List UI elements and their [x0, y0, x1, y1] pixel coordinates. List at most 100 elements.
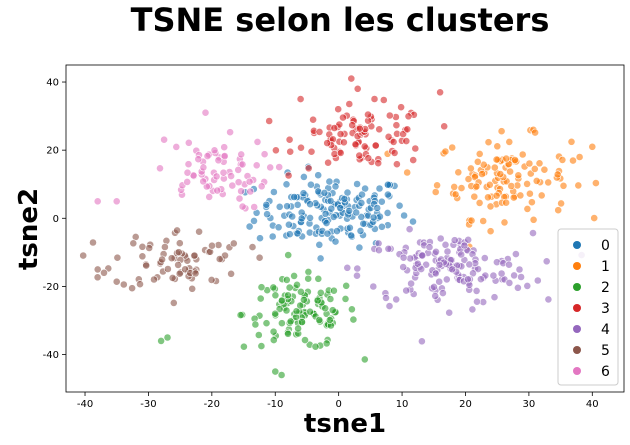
cluster-6-point [220, 143, 229, 152]
cluster-6-point [213, 186, 222, 195]
cluster-4-point [497, 269, 506, 278]
x-axis-label: tsne1 [304, 409, 386, 439]
cluster-2-point [299, 295, 308, 304]
cluster-1-point [500, 218, 509, 227]
cluster-3-point [286, 147, 295, 156]
cluster-2-point [311, 342, 320, 351]
cluster-6-point [160, 135, 168, 144]
cluster-1-point [592, 179, 600, 187]
legend-entry-label: 6 [601, 364, 610, 380]
cluster-2-point [296, 287, 305, 296]
cluster-0-point [322, 219, 331, 227]
cluster-0-point [340, 194, 349, 203]
cluster-1-point [473, 157, 482, 166]
cluster-5-point [208, 241, 216, 250]
cluster-1-point [553, 170, 562, 179]
cluster-6-point [227, 172, 235, 180]
cluster-0-point [343, 188, 352, 197]
cluster-1-point [497, 127, 506, 136]
cluster-2-point [251, 320, 260, 329]
cluster-4-point [514, 283, 522, 292]
cluster-1-point [502, 154, 511, 163]
cluster-4-point [435, 277, 444, 286]
cluster-3-point [371, 141, 380, 150]
y-axis-label: tsne2 [14, 188, 44, 270]
cluster-1-point [525, 159, 534, 168]
y-tick-label: 0 [53, 214, 59, 225]
cluster-2-point [285, 283, 294, 292]
cluster-2-point [313, 296, 322, 305]
cluster-1-point [506, 167, 514, 176]
cluster-3-point [307, 147, 316, 156]
cluster-4-point [476, 275, 485, 284]
cluster-1-point [528, 198, 536, 207]
cluster-4-point [385, 302, 394, 310]
cluster-5-point [138, 242, 147, 251]
cluster-5-point [215, 255, 224, 263]
cluster-0-point [336, 203, 344, 212]
cluster-3-point [360, 142, 369, 151]
cluster-0-point [357, 212, 366, 221]
cluster-0-point [347, 231, 356, 240]
cluster-1-point [492, 155, 501, 164]
cluster-3-point [390, 148, 399, 157]
cluster-6-point [253, 137, 262, 146]
cluster-0-point [345, 223, 354, 232]
cluster-2-point [271, 291, 280, 300]
cluster-3-point [271, 146, 280, 155]
cluster-2-point [322, 339, 331, 348]
cluster-1-point [467, 216, 476, 225]
cluster-1-point [486, 202, 495, 211]
cluster-1-point [507, 182, 516, 190]
cluster-1-point [441, 147, 450, 156]
cluster-1-point [575, 153, 584, 161]
cluster-0-point [323, 229, 332, 238]
cluster-4-point [402, 286, 411, 295]
cluster-4-point [382, 293, 390, 302]
cluster-3-point [284, 171, 293, 180]
cluster-1-point [431, 188, 440, 196]
cluster-0-point [327, 204, 336, 213]
cluster-0-point [263, 210, 271, 219]
cluster-5-point [113, 253, 122, 262]
cluster-1-point [532, 176, 541, 185]
cluster-0-point [245, 222, 254, 231]
cluster-0-point [275, 202, 284, 211]
cluster-0-point [352, 208, 361, 217]
cluster-4-point [384, 244, 393, 253]
cluster-6-point [194, 155, 203, 164]
cluster-6-point [237, 150, 246, 159]
cluster-6-point [245, 177, 254, 186]
cluster-1-point [523, 204, 532, 213]
cluster-3-point [347, 74, 356, 83]
cluster-5-point [150, 275, 158, 284]
cluster-3-point [304, 164, 313, 173]
cluster-0-point [369, 213, 378, 222]
cluster-2-point [325, 316, 334, 324]
cluster-0-point [400, 211, 408, 220]
cluster-0-point [284, 220, 293, 229]
cluster-3-point [440, 122, 449, 131]
cluster-6-point [237, 187, 245, 196]
cluster-1-point [496, 170, 505, 178]
cluster-4-point [369, 282, 378, 291]
cluster-6-point [238, 160, 247, 169]
cluster-2-point [292, 307, 301, 316]
cluster-5-point [142, 261, 151, 270]
cluster-5-point [175, 239, 184, 248]
cluster-6-point [112, 197, 121, 206]
cluster-4-point [399, 253, 408, 262]
cluster-2-point [284, 329, 292, 338]
x-tick-label: -10 [267, 399, 283, 410]
cluster-2-point [282, 306, 291, 315]
x-tick-label: -20 [204, 399, 220, 410]
cluster-1-point [554, 206, 563, 215]
cluster-2-point [306, 307, 314, 316]
cluster-3-point [364, 154, 373, 163]
x-tick-label: 30 [523, 399, 536, 410]
legend-entry-label: 2 [601, 280, 610, 296]
cluster-0-point [320, 188, 329, 197]
cluster-3-point [355, 151, 364, 160]
legend-marker [573, 241, 581, 249]
cluster-2-point [271, 367, 280, 376]
